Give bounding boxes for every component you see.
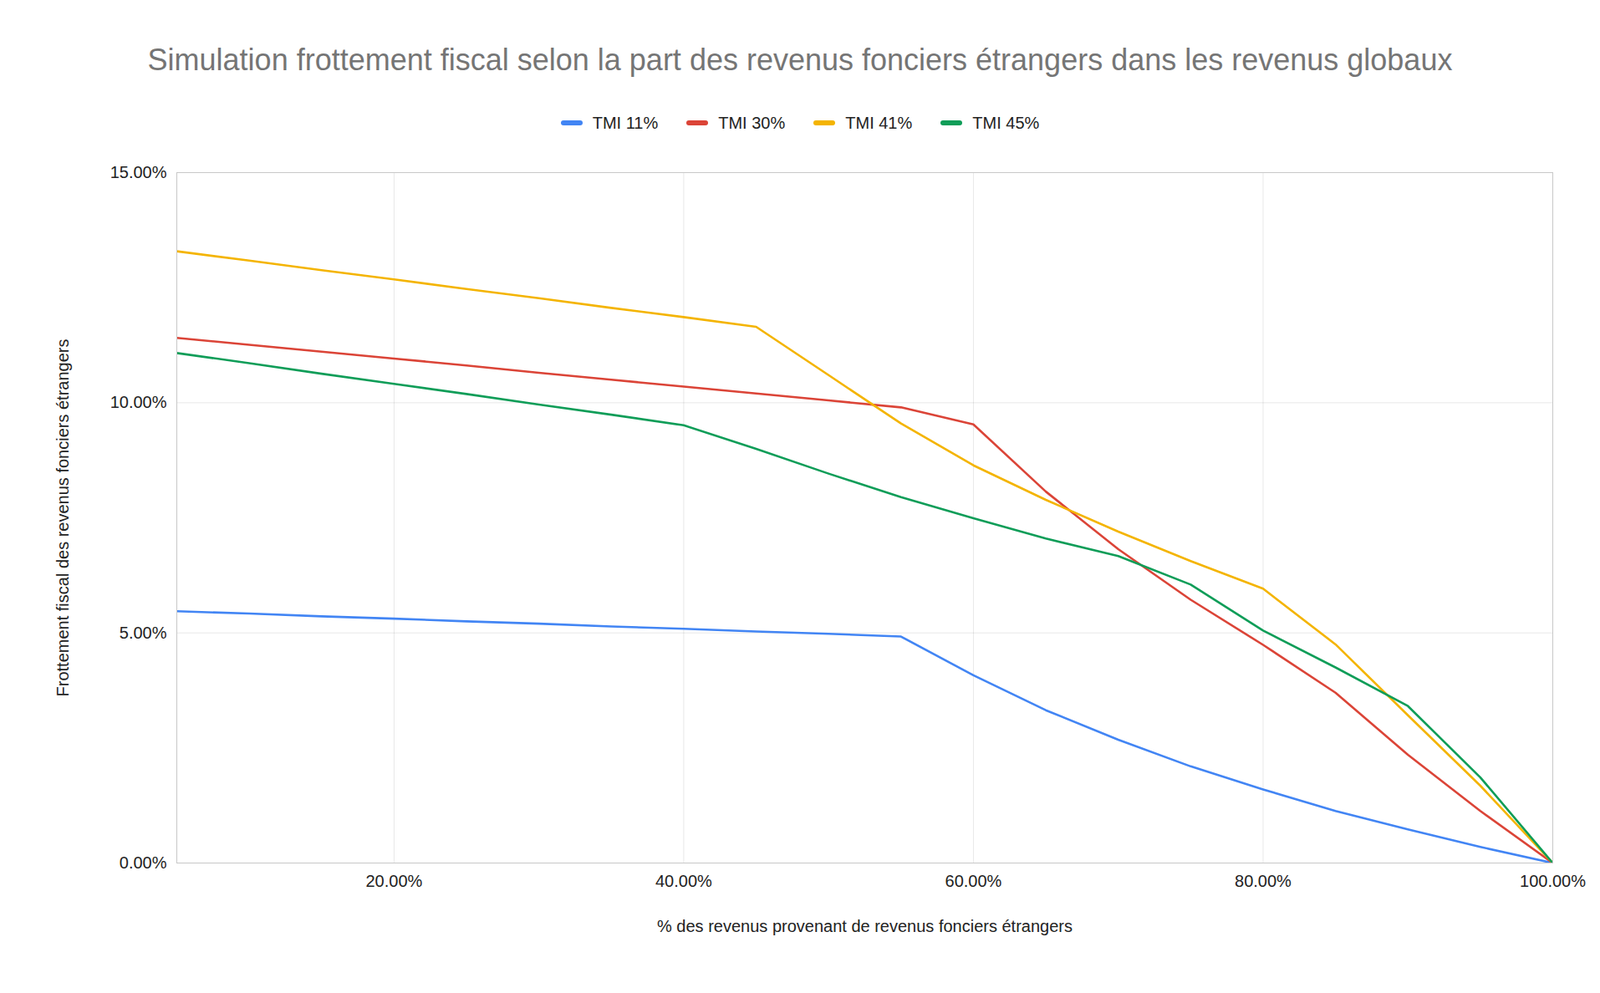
svg-text:0.00%: 0.00% xyxy=(119,853,168,872)
html-text:TMI 11%: TMI 11% xyxy=(592,113,659,132)
svg-text:10.00%: 10.00% xyxy=(110,392,168,412)
html-text:Simulation frottement fiscal s: Simulation frottement fiscal selon la pa… xyxy=(147,42,1453,77)
svg-text:60.00%: 60.00% xyxy=(945,871,1003,891)
svg-text:Frottement fiscal des revenus: Frottement fiscal des revenus fonciers é… xyxy=(53,339,72,698)
svg-text:40.00%: 40.00% xyxy=(655,871,713,891)
html-text:TMI 41%: TMI 41% xyxy=(845,113,913,132)
svg-text:80.00%: 80.00% xyxy=(1234,871,1292,891)
html-text:TMI 45%: TMI 45% xyxy=(972,113,1040,132)
svg-text:% des revenus provenant de rev: % des revenus provenant de revenus fonci… xyxy=(657,917,1073,936)
svg-text:15.00%: 15.00% xyxy=(110,163,168,182)
svg-text:5.00%: 5.00% xyxy=(119,623,168,643)
svg-text:20.00%: 20.00% xyxy=(365,871,423,891)
html-text:TMI 30%: TMI 30% xyxy=(718,113,786,132)
svg-text:100.00%: 100.00% xyxy=(1519,871,1586,891)
